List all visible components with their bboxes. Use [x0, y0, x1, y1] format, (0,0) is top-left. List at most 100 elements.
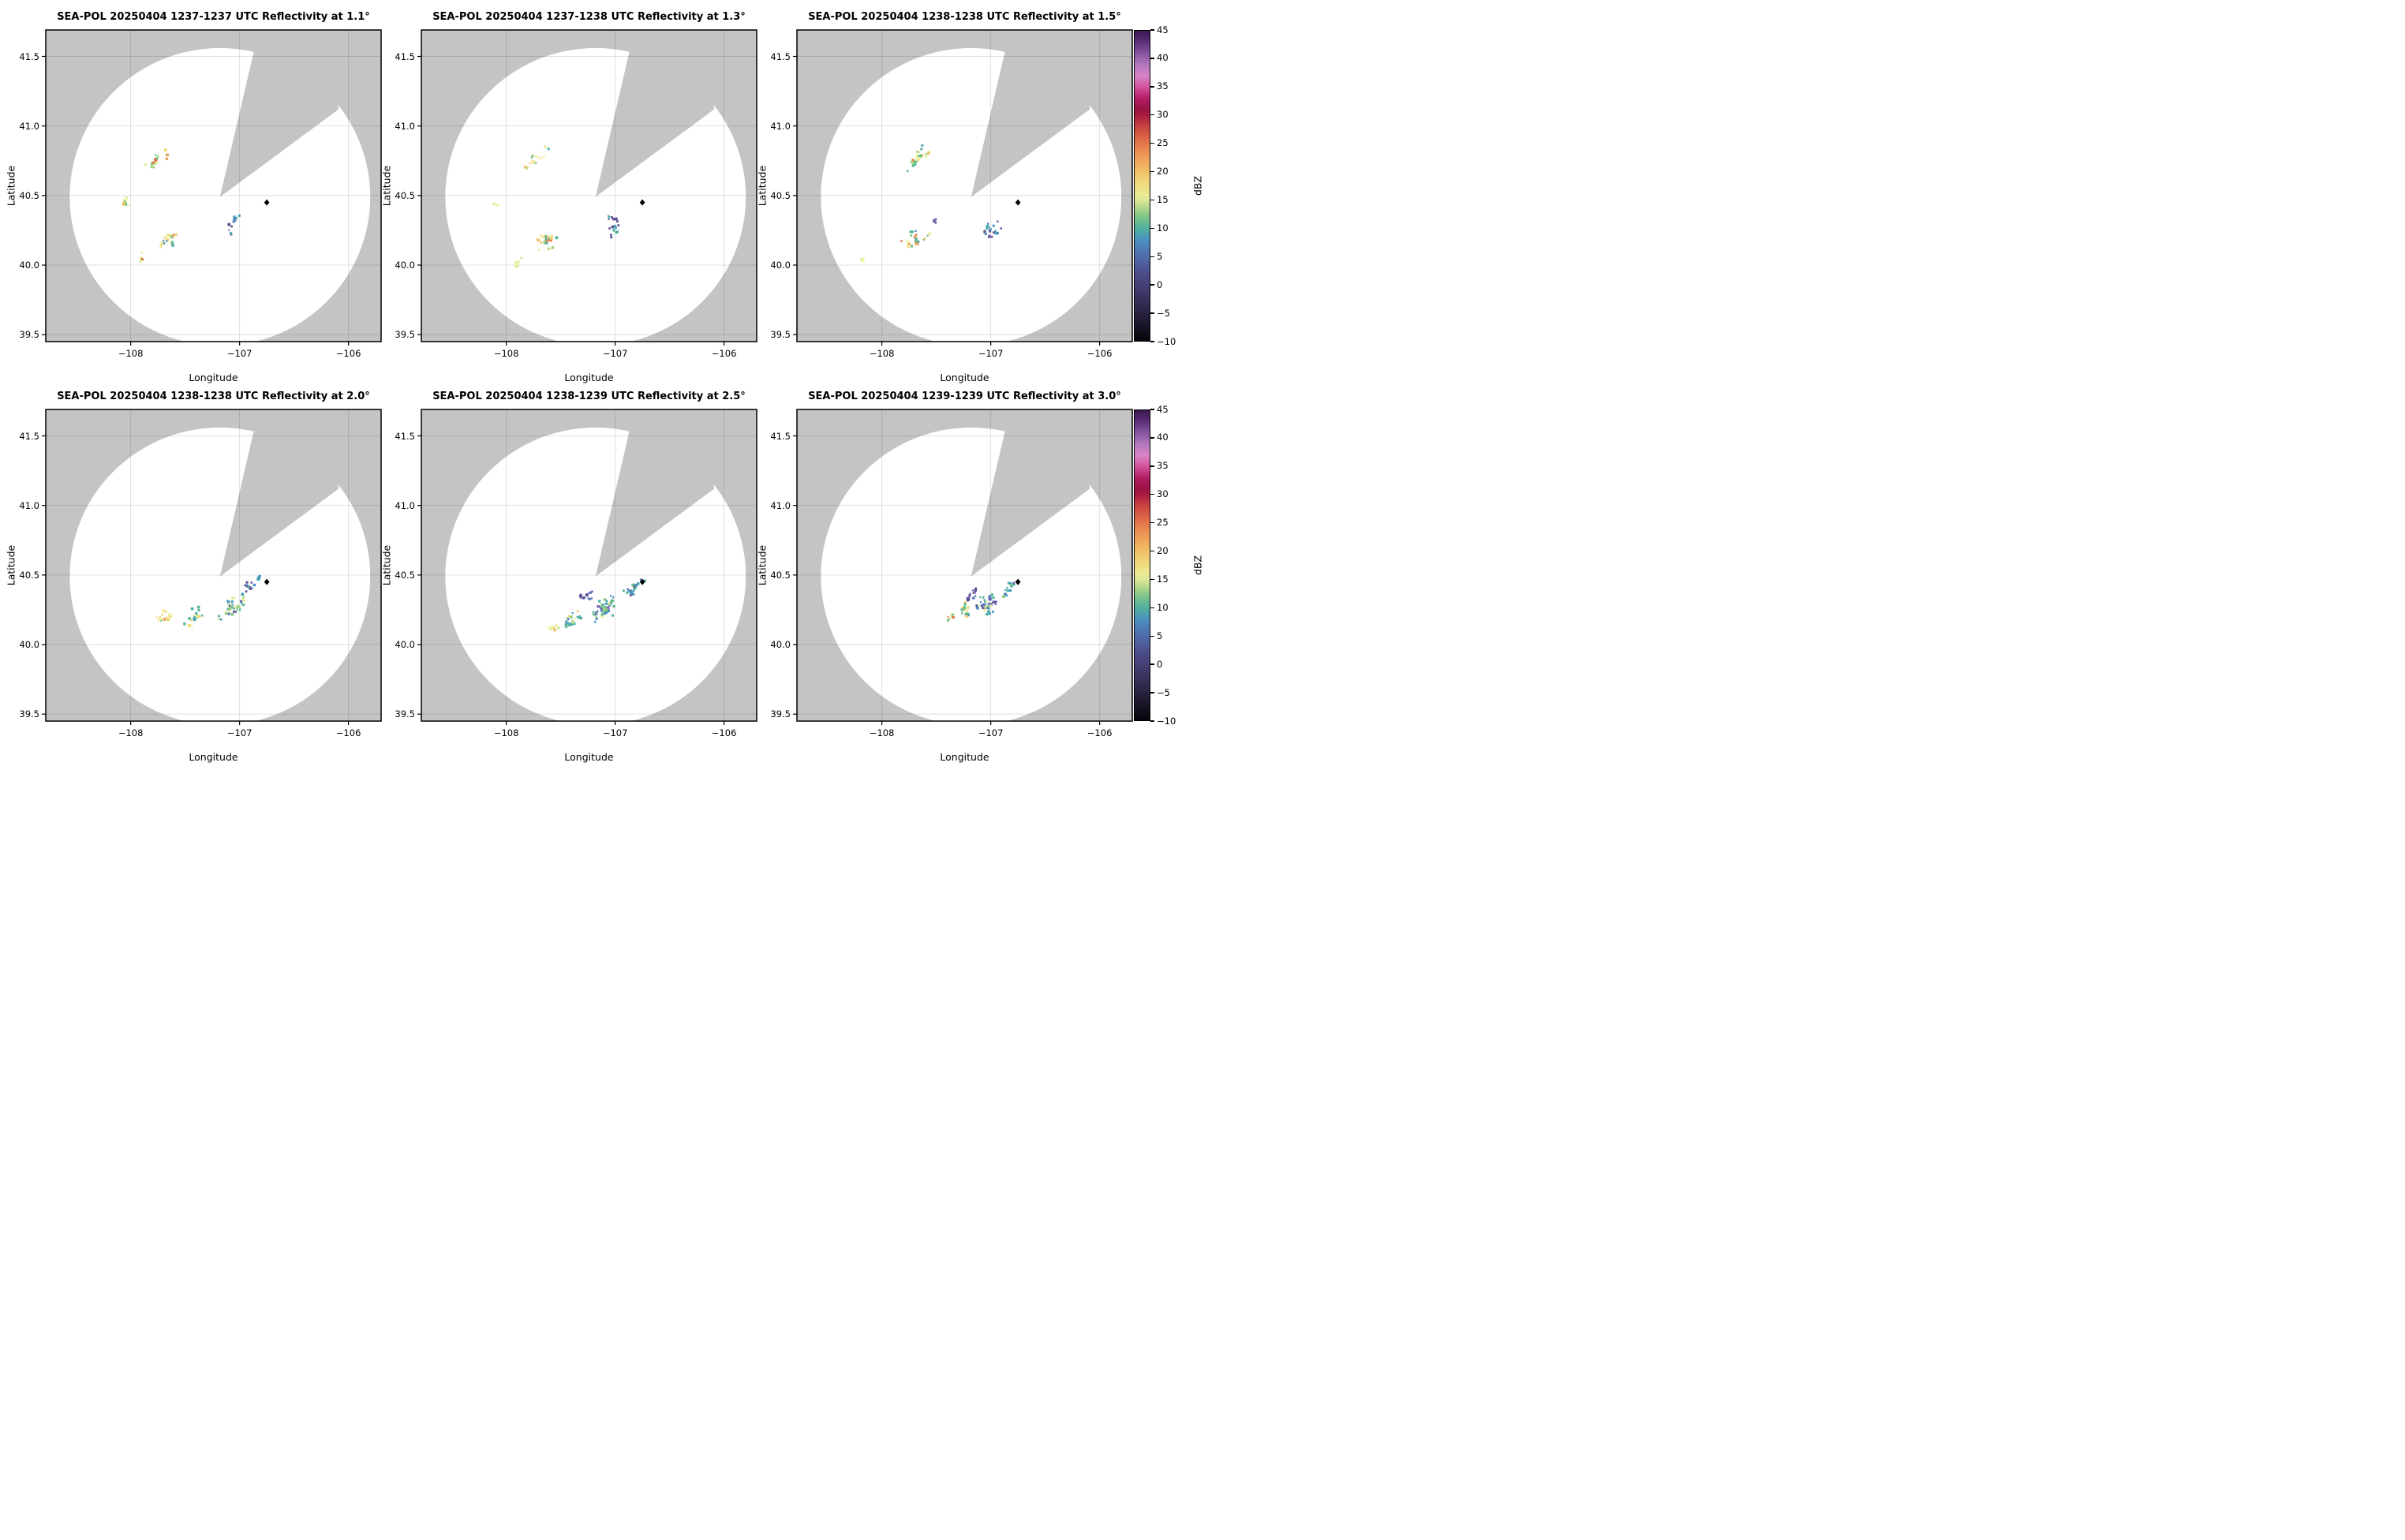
echo-cell [168, 618, 170, 620]
echo-cell [539, 241, 543, 245]
echo-cell [230, 613, 234, 616]
y-tick-label: 41.5 [770, 50, 791, 62]
echo-cell [544, 145, 547, 148]
echo-cell [567, 624, 570, 627]
echo-cell [989, 228, 992, 230]
echo-cell [595, 617, 598, 620]
echo-cell [934, 222, 937, 224]
echo-cell [964, 615, 967, 618]
echo-cell [140, 256, 143, 259]
echo-cell [602, 608, 605, 611]
echo-cell [900, 240, 903, 242]
echo-cell [166, 234, 170, 237]
echo-cell [907, 241, 910, 244]
y-tick-label: 40.5 [395, 189, 415, 201]
panel-title: SEA-POL 20250404 1237-1238 UTC Reflectiv… [432, 11, 746, 23]
x-tick-label: −107 [978, 727, 1004, 738]
echo-cell [229, 605, 231, 607]
echo-cell [242, 596, 245, 598]
echo-cell [910, 245, 914, 248]
echo-cell [637, 583, 639, 585]
echo-cell [194, 616, 197, 619]
echo-cell [985, 607, 987, 609]
echo-cell [227, 604, 230, 607]
echo-cell [951, 615, 953, 617]
echo-cell [573, 622, 576, 626]
echo-cell [973, 591, 976, 594]
echo-cell [197, 608, 200, 611]
echo-cell [971, 589, 974, 592]
x-tick-label: −107 [978, 348, 1004, 359]
echo-cell [995, 600, 997, 603]
echo-cell [585, 593, 589, 596]
echo-cell [604, 611, 608, 615]
echo-cell [163, 239, 165, 241]
echo-cell [584, 596, 586, 599]
echo-cell [974, 595, 977, 597]
echo-cell [987, 222, 989, 225]
echo-cell [593, 613, 595, 616]
echo-cell [514, 261, 516, 264]
echo-cell [612, 218, 615, 221]
echo-cell [218, 615, 220, 618]
echo-cell [192, 617, 194, 619]
echo-cell [234, 605, 237, 608]
echo-cell [1000, 227, 1002, 230]
colorbar-tick-label: 25 [1157, 137, 1169, 149]
echo-cell [229, 231, 232, 234]
echo-cell [594, 613, 597, 616]
echo-cell [914, 163, 917, 166]
echo-cell [951, 615, 953, 618]
echo-cell [615, 230, 619, 234]
x-tick-label: −107 [602, 348, 628, 359]
echo-cell [547, 247, 551, 251]
echo-cell [241, 602, 243, 605]
blocked-sector-wedge [971, 30, 1090, 197]
echo-cell [914, 234, 918, 237]
echo-cell [540, 234, 543, 237]
echo-cell [549, 237, 552, 239]
echo-cell [604, 598, 607, 601]
echo-cell [249, 587, 252, 590]
echo-cell [963, 607, 966, 609]
echo-cell [548, 248, 552, 250]
echo-cell [550, 234, 553, 238]
echo-cell [200, 614, 204, 617]
echo-cell [546, 235, 549, 238]
echo-cell [571, 611, 574, 615]
echo-cell [990, 235, 993, 238]
y-tick-label: 41.5 [19, 50, 39, 62]
echo-cell [984, 604, 988, 607]
x-axis-label: Longitude [940, 751, 989, 763]
x-tick-label: −107 [226, 727, 252, 738]
echo-cell [994, 603, 997, 605]
echo-cell [543, 155, 545, 159]
colorbar-tick-label: 15 [1157, 573, 1169, 585]
colorbar-tick-mark [1150, 663, 1154, 665]
echo-cell [1004, 592, 1007, 596]
echo-cell [165, 611, 167, 613]
echo-cell [914, 240, 918, 243]
echo-cell [916, 151, 919, 153]
echo-cell [570, 615, 573, 619]
echo-cell [257, 576, 260, 579]
echo-cell [140, 252, 143, 254]
colorbar-tick-label: 35 [1157, 80, 1169, 92]
echo-cell [241, 592, 245, 596]
echo-cell [610, 595, 612, 597]
echo-cell [232, 596, 236, 600]
echo-cell [588, 592, 590, 595]
echo-cell [629, 594, 632, 596]
colorbar-tick-mark [1150, 256, 1154, 257]
colorbar-tick-mark [1150, 341, 1154, 342]
echo-cell [1009, 584, 1012, 587]
echo-cell [592, 611, 594, 614]
echo-cell [921, 154, 924, 157]
colorbar-label: dBZ [1191, 175, 1203, 196]
echo-cell [986, 612, 989, 615]
x-tick-label: −108 [118, 727, 144, 738]
echo-cell [605, 602, 608, 605]
colorbar-tick-mark [1150, 284, 1154, 286]
echo-cell [601, 616, 604, 619]
echo-cell [534, 162, 537, 165]
